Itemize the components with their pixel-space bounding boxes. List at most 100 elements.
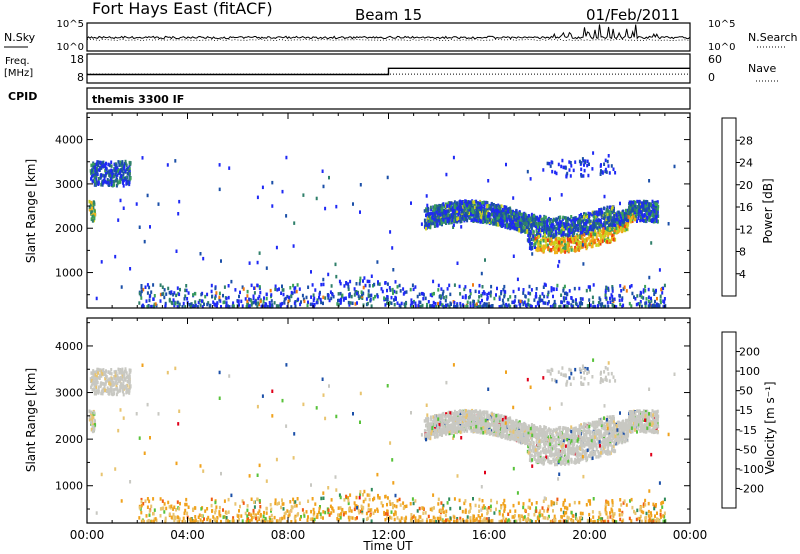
velocity-cell <box>124 384 127 389</box>
power-cell <box>423 209 426 213</box>
power-cell <box>655 288 657 293</box>
power-cell <box>609 232 612 236</box>
velocity-cell <box>92 370 95 374</box>
power-cell <box>619 294 621 298</box>
power-cell <box>442 295 445 300</box>
power-cell <box>582 174 585 178</box>
power-cell <box>202 256 205 261</box>
power-cell <box>621 298 624 302</box>
power-cell <box>183 297 186 301</box>
power-cell <box>662 286 665 291</box>
power-cell <box>547 290 550 295</box>
power-cell <box>576 240 579 245</box>
power-cell <box>469 207 472 211</box>
power-cell <box>579 304 582 308</box>
power-cell <box>153 305 155 309</box>
power-cell <box>189 305 192 309</box>
power-cell <box>534 224 537 228</box>
power-cell <box>602 227 605 231</box>
power-cell <box>608 205 611 210</box>
power-cell <box>518 215 521 219</box>
power-cell <box>106 171 109 175</box>
power-cell <box>185 288 188 293</box>
power-cell <box>352 202 354 206</box>
power-cell <box>625 227 628 231</box>
power-cell <box>97 181 100 185</box>
velocity-cell <box>101 368 104 373</box>
power-cell <box>565 243 567 248</box>
power-cell <box>450 213 453 217</box>
power-cell <box>524 212 527 217</box>
power-cell <box>287 299 290 304</box>
power-cell <box>577 235 580 239</box>
power-cell <box>431 292 434 296</box>
velocity-cell <box>128 382 131 386</box>
power-cell <box>330 296 333 301</box>
power-cell <box>129 267 132 271</box>
power-cell <box>479 211 481 215</box>
power-cell <box>529 229 532 234</box>
velocity-cell <box>128 372 131 376</box>
power-cell <box>572 216 575 221</box>
power-cell <box>546 243 549 248</box>
power-cell <box>557 162 560 167</box>
power-cell <box>124 159 127 164</box>
power-cell <box>529 177 532 181</box>
power-cell <box>643 214 645 218</box>
power-cell <box>121 179 124 183</box>
power-cell <box>498 295 501 299</box>
velocity-cell <box>91 425 94 429</box>
power-cell <box>623 218 626 223</box>
power-cell <box>533 214 536 218</box>
power-cell <box>600 223 603 228</box>
power-cell <box>487 204 490 208</box>
power-cell <box>529 218 532 223</box>
velocity-cell <box>549 453 551 457</box>
power-cell <box>392 268 395 272</box>
power-cell <box>225 304 228 309</box>
power-cell <box>146 305 149 309</box>
power-cell <box>244 297 247 301</box>
power-cell <box>604 169 607 174</box>
power-cell <box>104 179 107 184</box>
power-cell <box>138 291 141 296</box>
power-cell <box>430 221 433 225</box>
power-cell <box>549 219 552 223</box>
power-cell <box>602 305 605 309</box>
power-cell <box>574 240 577 244</box>
power-cell <box>122 184 125 188</box>
power-cell <box>260 304 263 309</box>
power-cell <box>318 296 320 300</box>
power-cell <box>453 203 456 207</box>
power-cell <box>549 241 551 246</box>
power-cell <box>515 208 518 213</box>
power-cell <box>554 170 557 175</box>
power-cell <box>339 291 342 296</box>
power-cell <box>327 294 330 298</box>
power-cell <box>611 289 614 293</box>
power-cell <box>505 302 508 307</box>
power-cell <box>143 239 146 244</box>
power-cell <box>476 305 479 309</box>
power-cell <box>353 293 356 297</box>
power-cell <box>536 247 539 251</box>
power-cell <box>581 157 584 161</box>
power-cell <box>109 169 112 173</box>
power-cell <box>281 301 284 306</box>
power-cell <box>654 205 657 209</box>
power-cell <box>544 222 547 227</box>
noise-right-tick-bottom: 10^0 <box>708 42 735 53</box>
power-cell <box>472 213 474 217</box>
power-cell <box>450 220 453 225</box>
power-cell <box>256 305 259 309</box>
power-cell <box>600 235 602 239</box>
power-cell <box>290 305 293 309</box>
power-cell <box>362 285 365 290</box>
power-cell <box>477 299 480 303</box>
power-cell <box>405 301 408 306</box>
power-cell <box>583 218 586 222</box>
power-cell <box>528 303 531 307</box>
power-cell <box>610 223 613 227</box>
power-cell <box>463 217 466 221</box>
power-cell <box>595 243 598 247</box>
